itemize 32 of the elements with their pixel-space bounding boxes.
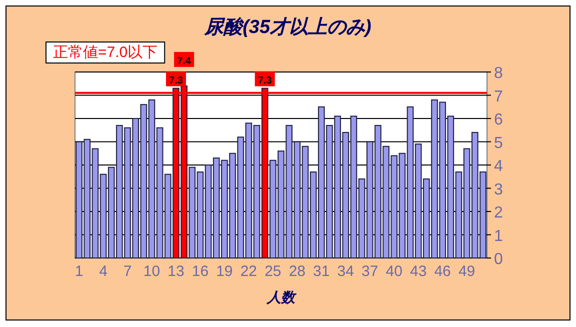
x-tick-label: 31	[313, 263, 330, 280]
y-tick-label: 1	[494, 228, 503, 245]
x-tick-label: 46	[434, 263, 451, 280]
text: 正常値=7.0以下	[53, 44, 158, 61]
x-tick-label: 40	[386, 263, 402, 280]
y-tick-label: 7	[494, 88, 503, 106]
x-tick-label: 1	[74, 263, 84, 280]
x-tick-label: 37	[362, 263, 378, 280]
x-tick-label: 28	[288, 263, 306, 280]
y-tick-label: 3	[494, 181, 503, 198]
y-tick-label: 8	[494, 65, 503, 82]
data-label: 7.4	[177, 56, 192, 67]
x-tick-label: 43	[410, 263, 427, 280]
y-tick-label: 0	[494, 251, 503, 268]
chart-title: 尿酸(35才以上のみ)	[204, 16, 372, 38]
x-tick-label: 34	[337, 263, 354, 280]
x-tick-label: 22	[240, 263, 258, 280]
data-label: 7.3	[258, 75, 272, 86]
x-tick-label: 4	[99, 263, 108, 280]
y-tick-label: 6	[494, 112, 503, 128]
x-tick-label: 16	[192, 263, 209, 280]
x-axis-title: 人数	[266, 289, 297, 305]
x-tick-label: 10	[143, 263, 160, 280]
x-tick-label: 7	[123, 263, 132, 280]
x-tick-label: 19	[216, 263, 233, 280]
data-label: 7.3	[169, 75, 184, 86]
y-tick-label: 2	[494, 204, 503, 222]
y-tick-label: 5	[494, 134, 503, 152]
y-tick-label: 4	[494, 158, 503, 175]
x-tick-label: 13	[168, 263, 184, 280]
x-tick-label: 49	[458, 263, 476, 280]
x-tick-label: 25	[264, 263, 282, 280]
